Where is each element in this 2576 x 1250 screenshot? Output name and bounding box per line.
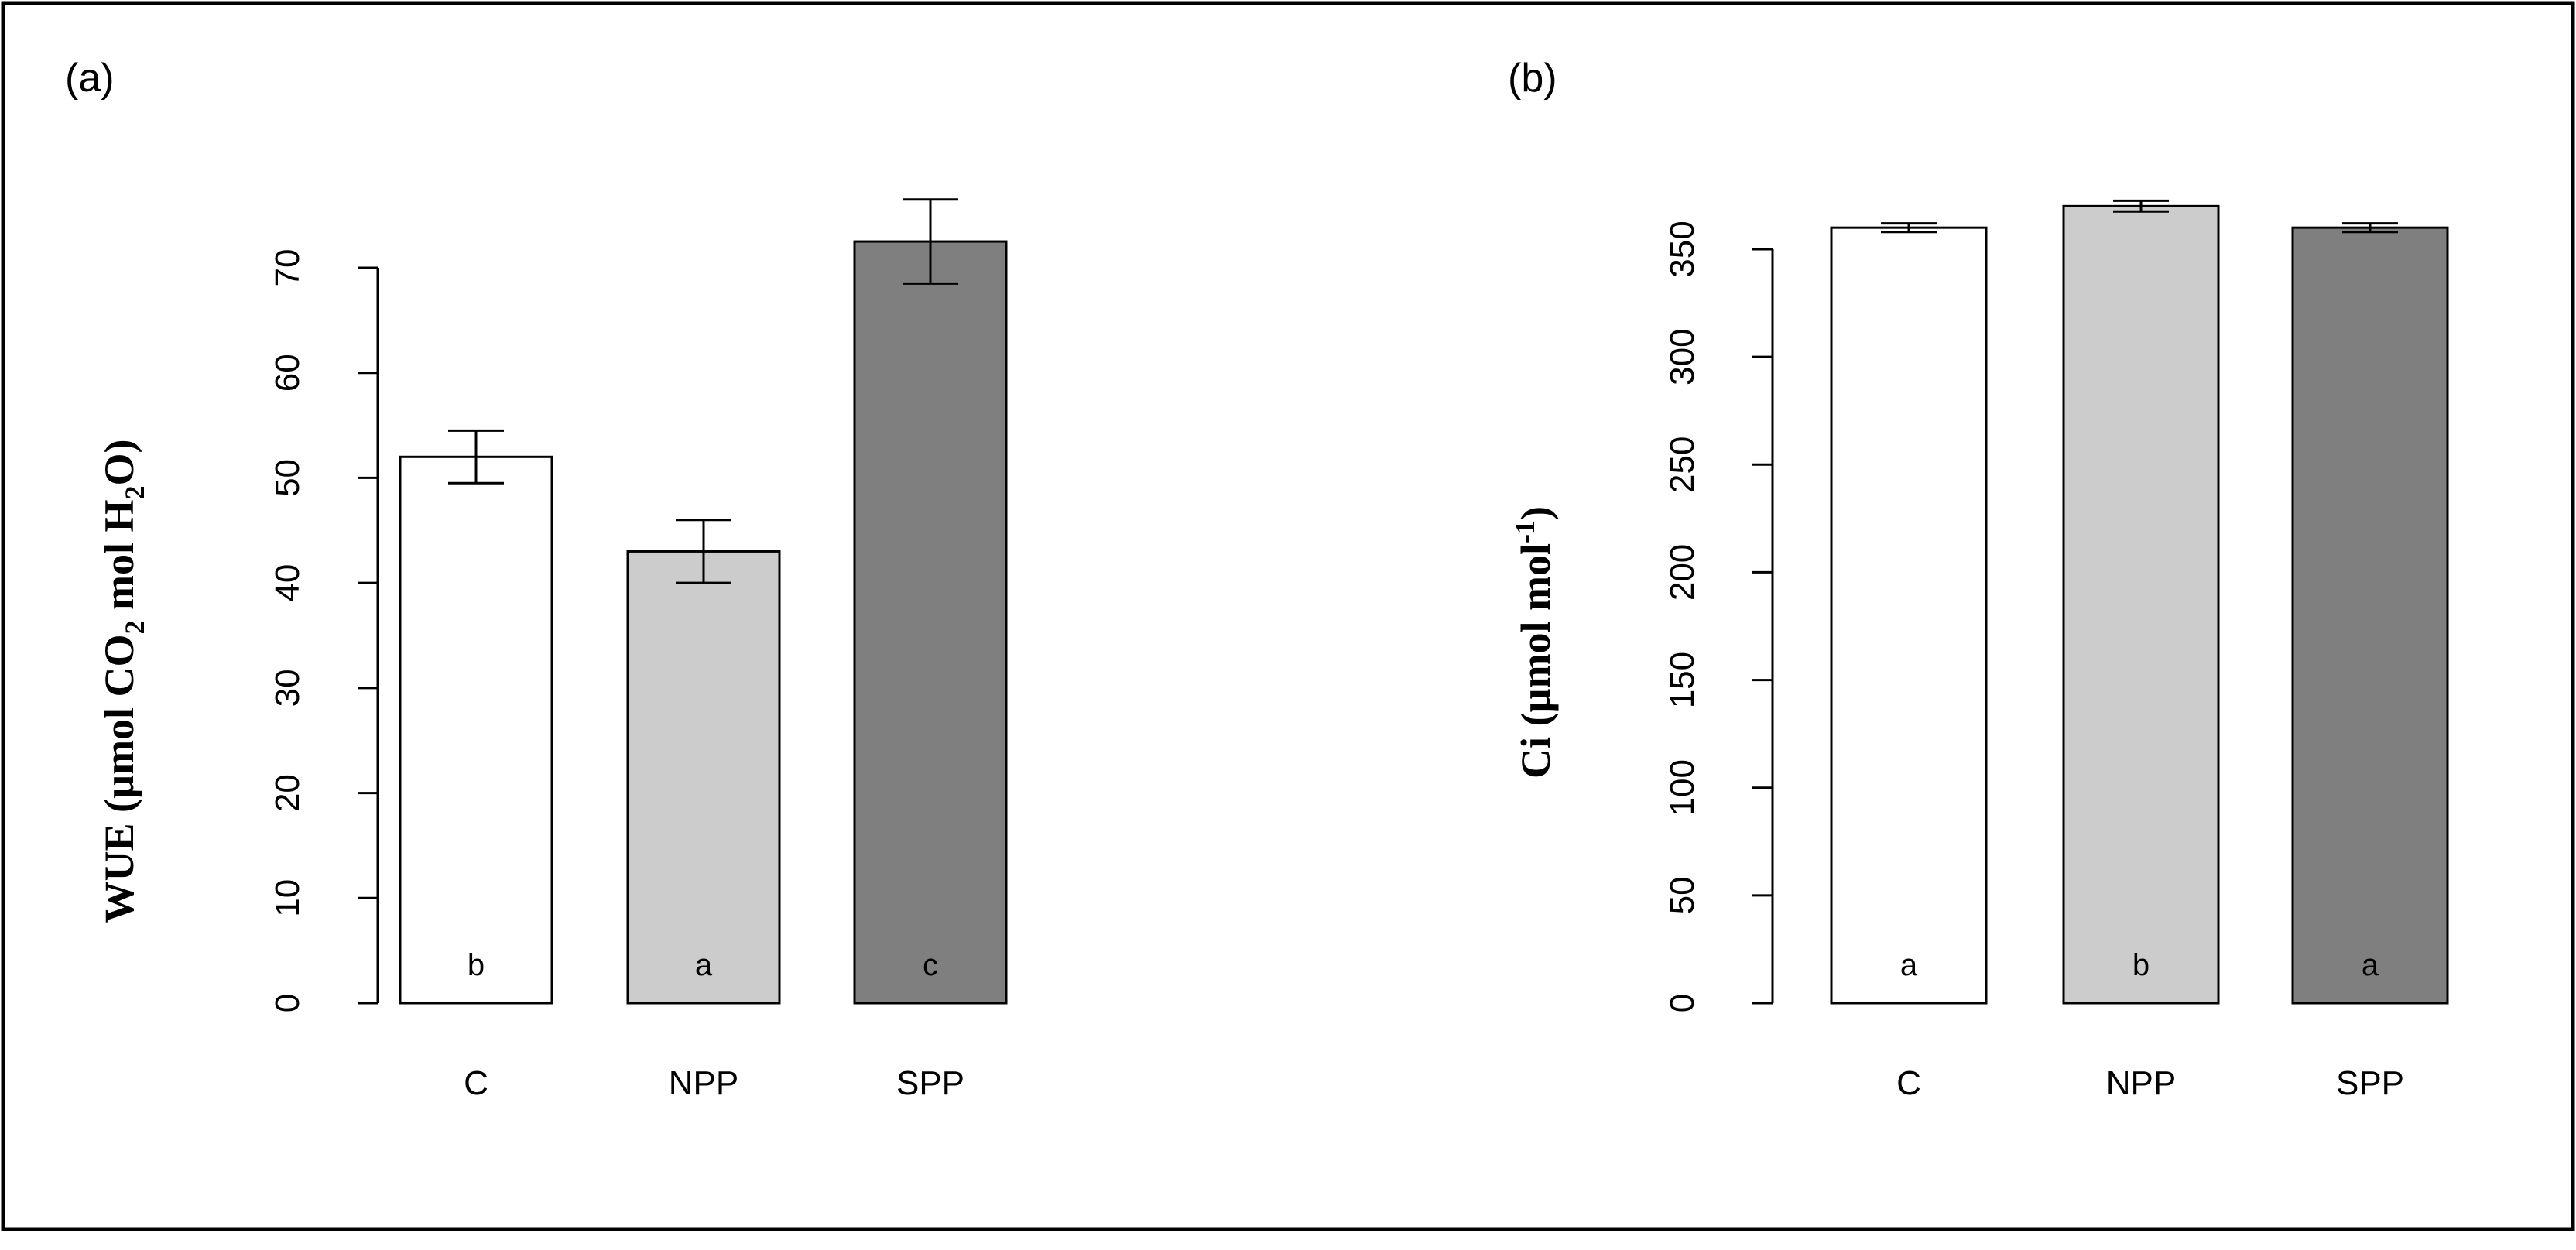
panel-b-category-label: C [1896, 1064, 1921, 1102]
panel-a-label: (a) [65, 56, 115, 101]
panel-b-y-tick-label: 150 [1663, 652, 1701, 708]
panel-a-significance-letter: b [468, 948, 485, 982]
panel-a-y-tick-label: 0 [269, 994, 307, 1012]
panel-a-y-tick-label: 70 [269, 249, 307, 287]
panel-b-significance-letter: a [1900, 948, 1918, 982]
panel-a-category-label: NPP [669, 1064, 738, 1102]
panel-b-significance-letter: a [2362, 948, 2379, 982]
panel-a-y-tick-label: 20 [269, 774, 307, 812]
panel-a-y-axis-title: WUE (µmol CO2 mol H2O) [96, 439, 150, 923]
panel-a: (a) WUE (µmol CO2 mol H2O) 0 10 20 30 40 50 60… [65, 56, 1008, 1102]
panel-a-y-tick-label: 40 [269, 564, 307, 602]
panel-b-marks: 0 50 100 150 200 250 300 350 a Cb NPP a SPP [1663, 199, 2449, 1102]
panel-a-category-label: SPP [896, 1064, 964, 1102]
panel-b-label: (b) [1508, 56, 1557, 101]
panel-b-bar-c [1830, 226, 1988, 1005]
panel-a-significance-letter: a [695, 948, 713, 982]
panel-b-y-tick-label: 300 [1663, 328, 1701, 385]
panel-a-y-tick-label: 10 [269, 879, 307, 917]
panel-b-y-tick-label: 100 [1663, 759, 1701, 816]
panel-a-y-tick-label: 50 [269, 459, 307, 497]
panel-a-bar-spp [853, 240, 1008, 1005]
panel-b-category-label: SPP [2336, 1064, 2404, 1102]
panel-a-bar-c [399, 455, 553, 1005]
panel-b-bar-spp [2291, 226, 2449, 1005]
panel-a-marks: 0 10 20 30 40 50 60 70 b Ca NPP c SPP [269, 198, 1008, 1102]
panel-b-y-tick-label: 350 [1663, 221, 1701, 277]
panel-b-category-label: NPP [2106, 1064, 2176, 1102]
panel-b-bar-npp [2062, 204, 2220, 1005]
panel-b-y-tick-label: 250 [1663, 437, 1701, 493]
panel-b: (b) Ci (µmol mol-1) 0 50 100 150 200 250 300 35… [1508, 56, 2449, 1102]
panel-a-significance-letter: c [923, 948, 938, 982]
panel-b-y-tick-label: 200 [1663, 544, 1701, 601]
panel-b-y-tick-label: 50 [1663, 876, 1701, 914]
panel-b-significance-letter: b [2132, 948, 2150, 982]
panel-a-y-tick-label: 60 [269, 354, 307, 392]
panel-b-y-tick-label: 0 [1663, 994, 1701, 1012]
panel-b-y-axis-title: Ci (µmol mol-1) [1509, 506, 1559, 779]
panel-a-category-label: C [464, 1064, 488, 1102]
panel-a-bar-npp [626, 550, 781, 1005]
panel-a-y-tick-label: 30 [269, 669, 307, 707]
